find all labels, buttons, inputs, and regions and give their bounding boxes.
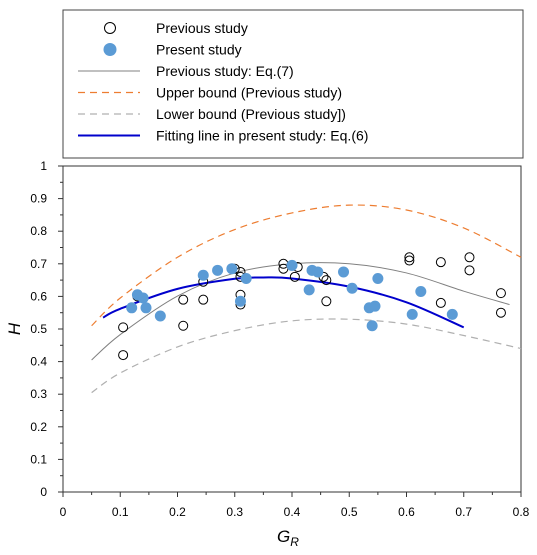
plot-frame [62,165,522,493]
point-present-study [406,308,418,320]
y-tick-label: 0.9 [30,192,47,206]
x-tick-label: 0.5 [341,505,358,519]
legend-label: Present study [156,42,242,58]
point-previous-study [435,257,446,268]
y-tick-label: 0.2 [30,420,47,434]
legend-item-fitting-line-in-present-study-eq-6: Fitting line in present study: Eq.(6) [78,128,368,144]
point-previous-study [178,320,189,331]
y-tick-label: 0.6 [30,289,47,303]
point-present-study [338,266,350,278]
x-tick-label: 0.4 [284,505,301,519]
legend-marker-filled-circle [103,43,117,56]
point-present-study [197,269,209,281]
point-previous-study [289,271,300,282]
y-tick-label: 0.5 [30,322,47,336]
curve-upper-bound-previous-study [91,204,522,327]
legend-label: Lower bound (Previous study]) [156,106,346,122]
point-present-study [240,272,252,284]
point-present-study [212,264,224,276]
x-axis-label-main: G [277,527,290,546]
point-previous-study [198,294,209,305]
point-present-study [446,308,458,320]
x-tick-label: 0.1 [112,505,129,519]
point-present-study [303,284,315,296]
legend-label: Fitting line in present study: Eq.(6) [156,128,368,144]
point-previous-study [278,258,289,269]
y-tick-label: 0.7 [30,257,47,271]
point-previous-study [404,255,415,266]
y-tick-label: 0 [40,485,47,499]
x-tick-label: 0 [60,505,67,519]
y-tick-label: 0.3 [30,387,47,401]
curve-previous-study-eq-7 [91,262,510,361]
point-present-study [234,295,246,307]
y-tick-label: 1 [40,159,47,173]
point-previous-study [495,307,506,318]
point-previous-study [404,252,415,263]
point-present-study [415,286,427,298]
point-present-study [126,302,138,314]
x-axis-label-sub: R [290,535,299,549]
point-previous-study [321,296,332,307]
point-previous-study [464,252,475,263]
point-present-study [312,266,324,278]
point-previous-study [464,265,475,276]
legend-label: Previous study [156,20,248,36]
x-tick-label: 0.7 [455,505,472,519]
legend-item-lower-bound-previous-study: Lower bound (Previous study]) [78,106,346,122]
legend-item-present-study: Present study [103,42,242,58]
point-present-study [369,300,381,312]
y-axis-label: H [5,322,24,335]
point-present-study [154,310,166,322]
legend-marker-open-circle [104,22,116,34]
point-present-study [286,259,298,271]
legend-label: Upper bound (Previous study) [156,85,342,101]
x-tick-label: 0.3 [226,505,243,519]
point-previous-study [495,288,506,299]
point-present-study [226,263,238,275]
legend-item-previous-study-eq-7: Previous study: Eq.(7) [78,63,294,79]
x-tick-label: 0.6 [398,505,415,519]
point-previous-study [435,297,446,308]
legend-label: Previous study: Eq.(7) [156,63,294,79]
point-previous-study [321,275,332,286]
point-previous-study [118,350,129,361]
point-previous-study [178,294,189,305]
x-tick-label: 0.8 [513,505,530,519]
y-tick-label: 0.1 [30,452,47,466]
point-present-study [137,292,149,304]
plot-area: 0 0.1 0.2 0.3 0.4 0.5 0.6 0.7 0.8 0 0.1 0.2 0.3 0.4 0.… [5,159,530,549]
legend: Previous study Present study Previous stud… [62,9,524,159]
legend-item-previous-study: Previous study [104,20,248,36]
point-present-study [372,272,384,284]
x-tick-label: 0.2 [169,505,186,519]
point-present-study [140,302,152,314]
curve-lower-bound-previous-study [91,318,522,394]
point-present-study [366,320,378,332]
legend-item-upper-bound-previous-study: Upper bound (Previous study) [78,85,342,101]
point-present-study [346,282,358,294]
point-previous-study [118,322,129,333]
y-tick-label: 0.4 [30,355,47,369]
y-tick-label: 0.8 [30,224,47,238]
x-axis-label: GR [277,527,299,549]
